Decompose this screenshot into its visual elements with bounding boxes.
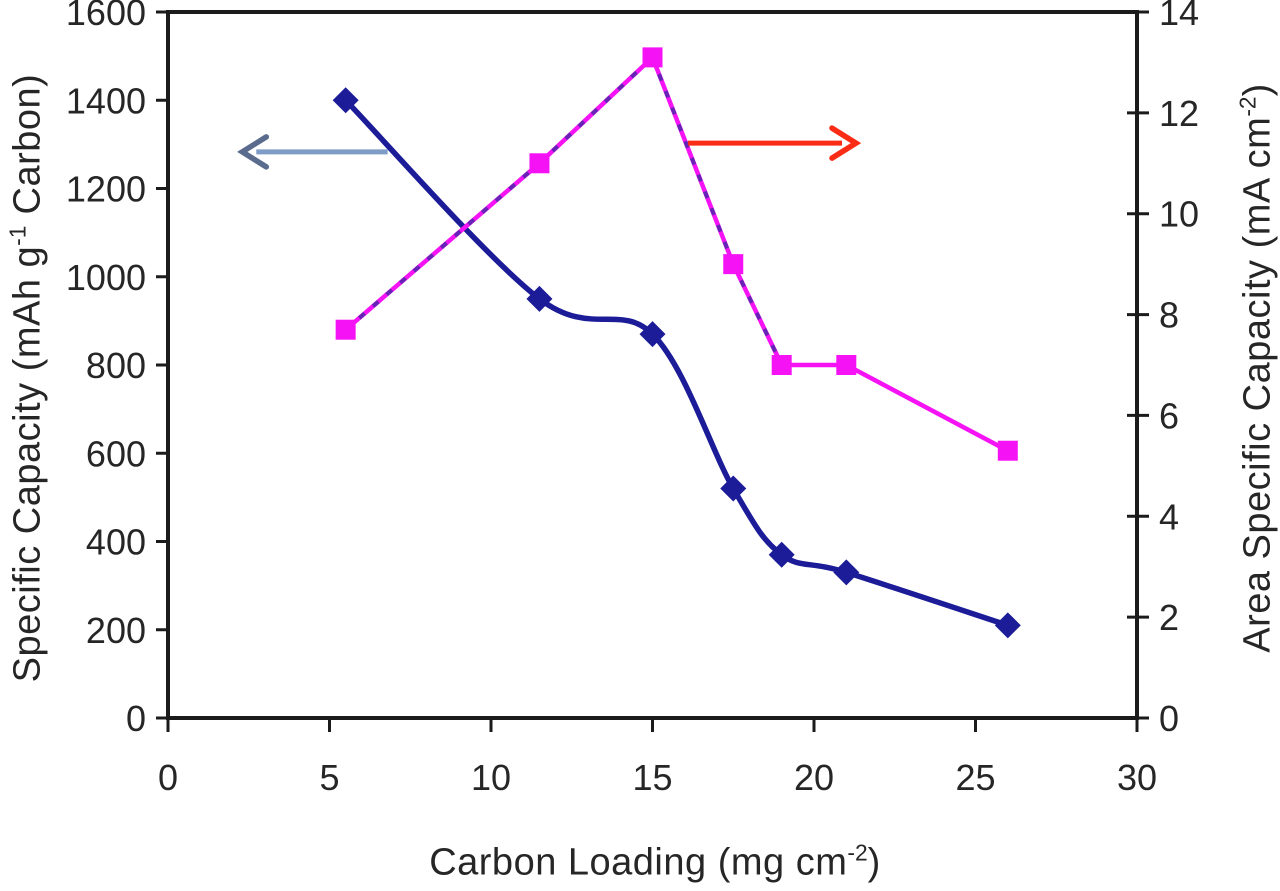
data-point-diamond-marker — [526, 285, 553, 312]
series-line-specific-capacity — [342, 97, 1011, 629]
data-point-square-marker — [642, 47, 663, 68]
data-point-square-marker — [335, 319, 356, 340]
left-axis-tick-label: 1400 — [66, 80, 146, 121]
x-axis-tick-label: 20 — [794, 757, 834, 798]
x-axis-tick-label: 30 — [1117, 757, 1157, 798]
right-axis-tick-label: 6 — [1159, 395, 1179, 436]
right-y-axis-title-superscript: -2 — [1234, 96, 1261, 117]
x-axis-tick-label: 15 — [632, 757, 672, 798]
series-line-dash-overlay — [538, 55, 654, 165]
data-point-square-marker — [771, 355, 792, 375]
x-axis-tick-label: 5 — [319, 757, 339, 798]
left-axis-tick-label: 1600 — [66, 0, 146, 33]
data-point-diamond-marker — [639, 321, 666, 348]
series-line-dash-overlay — [344, 161, 541, 332]
left-axis-tick-label: 600 — [86, 433, 146, 474]
right-axis-arrow-head — [829, 125, 862, 161]
right-y-axis-title: Area Specific Capacity (mA cm-2) — [1235, 83, 1280, 653]
right-axis-tick-label: 10 — [1159, 194, 1199, 235]
x-axis-tick-label: 0 — [158, 757, 178, 798]
left-y-axis-title: Specific Capacity (mAh g-1 Carbon) — [5, 74, 50, 683]
data-point-diamond-marker — [768, 541, 795, 568]
right-y-axis-title-text: Area Specific Capacity (mA cm — [1236, 116, 1279, 653]
x-axis-title-text: Carbon Loading (mg cm — [429, 841, 848, 884]
left-y-axis-title-text: Specific Capacity (mAh g — [6, 245, 49, 683]
left-axis-tick-label: 200 — [86, 610, 146, 651]
left-axis-tick-label: 1000 — [66, 257, 146, 298]
data-point-square-marker — [529, 153, 550, 174]
data-point-diamond-marker — [994, 612, 1021, 639]
x-axis-tick-label: 25 — [955, 757, 995, 798]
left-axis-tick-label: 1200 — [66, 169, 146, 210]
right-axis-tick-label: 4 — [1159, 496, 1179, 537]
left-y-axis-title-superscript: -1 — [4, 225, 31, 246]
data-point-square-marker — [997, 440, 1018, 461]
right-y-axis-title-end: ) — [1236, 83, 1279, 97]
right-axis-tick-label: 0 — [1159, 698, 1179, 739]
data-point-diamond-marker — [332, 87, 359, 114]
right-axis-tick-label: 2 — [1159, 597, 1179, 638]
right-axis-tick-label: 8 — [1159, 295, 1179, 336]
right-axis-tick-label: 12 — [1159, 93, 1199, 134]
left-axis-tick-label: 0 — [126, 698, 146, 739]
left-axis-arrow-head — [237, 134, 270, 170]
left-axis-tick-label: 800 — [86, 345, 146, 386]
series-line-area-specific-capacity — [343, 53, 1011, 453]
x-axis-title: Carbon Loading (mg cm-2) — [429, 840, 881, 885]
x-axis-tick-label: 10 — [471, 757, 511, 798]
data-point-diamond-marker — [833, 559, 860, 586]
left-axis-tick-label: 400 — [86, 522, 146, 563]
series-line-dash-overlay — [731, 263, 784, 366]
left-y-axis-title-end: Carbon) — [6, 73, 49, 226]
x-axis-title-superscript: -2 — [847, 839, 868, 866]
plot-frame — [166, 10, 1139, 720]
right-axis-tick-label: 14 — [1159, 0, 1199, 33]
data-point-diamond-marker — [720, 475, 747, 502]
series-line-dash-overlay — [650, 56, 736, 265]
x-axis-title-end: ) — [867, 841, 881, 884]
data-point-square-marker — [836, 355, 857, 375]
data-point-square-marker — [723, 254, 744, 275]
